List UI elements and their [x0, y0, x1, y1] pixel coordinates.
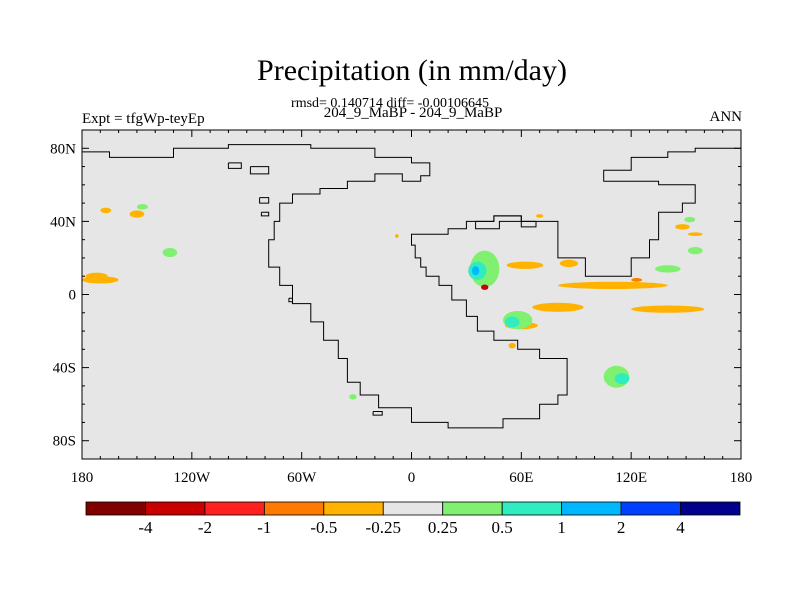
anomaly-region-23: [654, 265, 681, 273]
anomaly-region-3: [100, 207, 112, 214]
colorbar-label-6: 0.5: [492, 518, 513, 537]
y-tick-label-0: 80N: [50, 141, 76, 157]
anomaly-region-10: [481, 284, 489, 290]
coastline-small-island-a: [288, 297, 293, 303]
anomaly-regions: [82, 204, 705, 400]
x-tick-label-2: 60W: [287, 470, 317, 486]
anomaly-region-21: [687, 232, 703, 237]
colorbar-swatch-5: [382, 501, 444, 516]
anomaly-region-19: [535, 214, 544, 218]
experiment-label: Expt = tfgWp-teyEp: [82, 111, 205, 127]
y-tick-label-3: 40S: [53, 361, 76, 377]
plot-background: [82, 130, 741, 459]
colorbar-swatch-10: [680, 501, 741, 516]
x-tick-label-3: 0: [408, 470, 416, 486]
chart-subtitle: 204_9_MaBP - 204_9_MaBP: [323, 105, 503, 121]
coastline-arctic-island-mid: [249, 166, 270, 175]
colorbar-swatch-2: [204, 501, 265, 516]
coastlines: [82, 144, 741, 429]
anomaly-region-6: [349, 394, 357, 400]
anomaly-region-20: [395, 234, 399, 238]
colorbar-label-9: 4: [676, 518, 685, 537]
anomaly-region-5: [136, 204, 148, 210]
colorbar-swatch-1: [145, 501, 206, 516]
anomaly-region-17: [508, 342, 516, 349]
anomaly-region-1: [85, 272, 108, 280]
anomaly-region-22: [631, 278, 643, 282]
anomaly-region-4: [162, 247, 178, 258]
x-tick-label-6: 180: [730, 470, 753, 486]
anomaly-region-2: [129, 210, 145, 218]
colorbar-label-7: 1: [557, 518, 566, 537]
coastline-sea-island-1: [259, 197, 270, 204]
colorbar-label-3: -0.5: [310, 518, 337, 537]
season-label: ANN: [709, 109, 743, 125]
colorbar-swatch-9: [620, 501, 681, 516]
coastline-northern-coast: [82, 144, 741, 429]
coastline-southern-island: [372, 411, 383, 416]
anomaly-region-29: [614, 373, 630, 385]
anomaly-region-25: [684, 216, 696, 223]
anomaly-region-11: [506, 261, 544, 269]
anomaly-region-9: [471, 266, 480, 276]
y-tick-label-1: 40N: [50, 214, 76, 230]
colorbar-swatch-8: [561, 501, 622, 516]
chart-title: Precipitation (in mm/day): [257, 54, 567, 87]
anomaly-region-13: [557, 281, 668, 290]
axis-ticks: 180 120W 60W 0 60E 120E 180 80N 40N 0 40S 80S: [50, 129, 753, 486]
x-tick-label-1: 120W: [173, 470, 211, 486]
x-tick-label-4: 60E: [509, 470, 533, 486]
colorbar-swatch-3: [263, 501, 325, 516]
anomaly-region-27: [504, 316, 520, 328]
anomaly-region-18: [675, 224, 690, 230]
x-tick-label-5: 120E: [615, 470, 647, 486]
x-tick-label-0: 180: [71, 470, 94, 486]
anomaly-region-14: [532, 302, 584, 312]
coastline-arctic-island-left: [227, 162, 242, 169]
anomaly-region-12: [559, 259, 579, 268]
colorbar-label-2: -1: [257, 518, 271, 537]
colorbar-swatch-4: [323, 501, 384, 516]
y-tick-label-4: 80S: [53, 434, 76, 450]
stats-line: rmsd= 0.140714 diff= -0.00106645: [291, 96, 489, 111]
coastline-inland-sea: [475, 215, 537, 230]
colorbar-label-5: 0.25: [428, 518, 458, 537]
colorbar-label-0: -4: [138, 518, 153, 537]
coastline-sea-island-2: [260, 211, 270, 217]
colorbar-label-8: 2: [617, 518, 626, 537]
anomaly-region-16: [631, 305, 705, 313]
colorbar: -4 -2 -1 -0.5 -0.25 0.25 0.5 1 2 4: [85, 501, 741, 537]
colorbar-label-4: -0.25: [366, 518, 401, 537]
y-tick-label-2: 0: [69, 288, 77, 304]
colorbar-swatch-6: [442, 501, 503, 516]
anomaly-region-24: [687, 246, 703, 255]
colorbar-swatch-7: [501, 501, 563, 516]
colorbar-swatch-0: [85, 501, 146, 516]
colorbar-label-1: -2: [198, 518, 212, 537]
